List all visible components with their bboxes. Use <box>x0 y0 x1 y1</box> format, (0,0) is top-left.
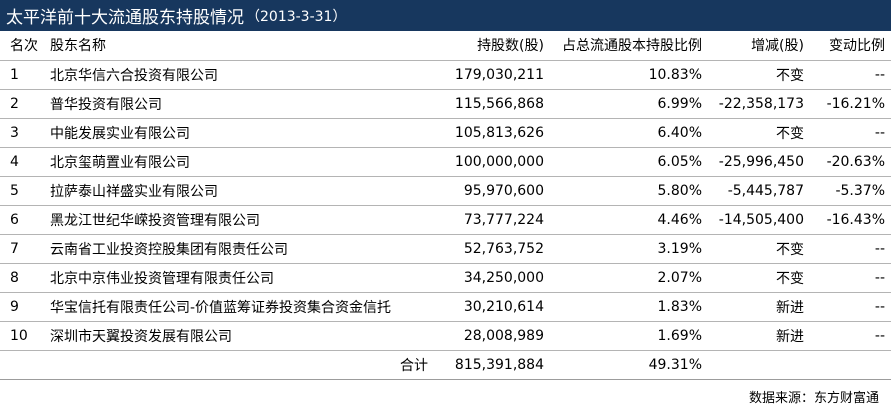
table-row: 7 云南省工业投资控股集团有限责任公司 52,763,752 3.19% 不变 -- <box>0 234 891 264</box>
cell-change: 不变 <box>708 234 812 264</box>
cell-rank: 8 <box>0 263 42 293</box>
cell-pct: 5.80% <box>550 176 708 206</box>
total-spacer <box>0 349 42 380</box>
total-shares: 815,391,884 <box>442 349 550 380</box>
cell-shares: 34,250,000 <box>442 263 550 293</box>
table-row: 5 拉萨泰山祥盛实业有限公司 95,970,600 5.80% -5,445,787 -5… <box>0 176 891 206</box>
cell-pct: 3.19% <box>550 234 708 264</box>
cell-rank: 2 <box>0 89 42 119</box>
cell-name: 普华投资有限公司 <box>42 89 442 119</box>
cell-rank: 4 <box>0 147 42 177</box>
cell-pct: 10.83% <box>550 60 708 90</box>
cell-change: -25,996,450 <box>708 147 812 177</box>
cell-shares: 105,813,626 <box>442 118 550 148</box>
cell-name: 云南省工业投资控股集团有限责任公司 <box>42 234 442 264</box>
header-change: 增减(股) <box>708 31 812 61</box>
total-change-empty <box>708 349 812 380</box>
cell-pct: 6.40% <box>550 118 708 148</box>
cell-change-ratio: -16.43% <box>812 205 891 235</box>
cell-change-ratio: -- <box>812 234 891 264</box>
cell-change: 新进 <box>708 292 812 322</box>
cell-rank: 7 <box>0 234 42 264</box>
total-label: 合计 <box>42 349 442 380</box>
table-row: 9 华宝信托有限责任公司-价值蓝筹证券投资集合资金信托 30,210,614 1.83… <box>0 292 891 322</box>
header-rank: 名次 <box>0 31 42 61</box>
table-row: 3 中能发展实业有限公司 105,813,626 6.40% 不变 -- <box>0 118 891 148</box>
cell-change: -5,445,787 <box>708 176 812 206</box>
cell-shares: 30,210,614 <box>442 292 550 322</box>
cell-name: 深圳市天翼投资发展有限公司 <box>42 321 442 351</box>
table-header-row: 名次 股东名称 持股数(股) 占总流通股本持股比例 增减(股) 变动比例 <box>0 31 891 61</box>
total-row: 合计 815,391,884 49.31% <box>0 349 891 380</box>
cell-change-ratio: -- <box>812 118 891 148</box>
table-row: 4 北京玺萌置业有限公司 100,000,000 6.05% -25,996,450 -2… <box>0 147 891 177</box>
cell-change: 不变 <box>708 60 812 90</box>
cell-pct: 6.99% <box>550 89 708 119</box>
cell-rank: 10 <box>0 321 42 351</box>
cell-name: 拉萨泰山祥盛实业有限公司 <box>42 176 442 206</box>
cell-rank: 5 <box>0 176 42 206</box>
cell-rank: 1 <box>0 60 42 90</box>
cell-name: 黑龙江世纪华嵘投资管理有限公司 <box>42 205 442 235</box>
cell-shares: 28,008,989 <box>442 321 550 351</box>
cell-name: 中能发展实业有限公司 <box>42 118 442 148</box>
cell-rank: 9 <box>0 292 42 322</box>
cell-change-ratio: -5.37% <box>812 176 891 206</box>
cell-change-ratio: -- <box>812 263 891 293</box>
table-row: 8 北京中京伟业投资管理有限责任公司 34,250,000 2.07% 不变 -- <box>0 263 891 293</box>
cell-shares: 115,566,868 <box>442 89 550 119</box>
cell-change: -22,358,173 <box>708 89 812 119</box>
cell-name: 华宝信托有限责任公司-价值蓝筹证券投资集合资金信托 <box>42 292 442 322</box>
table-date: （2013-3-31） <box>246 8 347 25</box>
cell-shares: 52,763,752 <box>442 234 550 264</box>
cell-pct: 1.69% <box>550 321 708 351</box>
cell-change: 新进 <box>708 321 812 351</box>
cell-change-ratio: -- <box>812 292 891 322</box>
cell-rank: 6 <box>0 205 42 235</box>
cell-pct: 4.46% <box>550 205 708 235</box>
table-row: 2 普华投资有限公司 115,566,868 6.99% -22,358,173 -16.… <box>0 89 891 119</box>
cell-pct: 1.83% <box>550 292 708 322</box>
shareholder-table: 名次 股东名称 持股数(股) 占总流通股本持股比例 增减(股) 变动比例 1 北京… <box>0 31 891 380</box>
cell-pct: 6.05% <box>550 147 708 177</box>
table-row: 10 深圳市天翼投资发展有限公司 28,008,989 1.69% 新进 -- <box>0 321 891 351</box>
cell-name: 北京玺萌置业有限公司 <box>42 147 442 177</box>
cell-change-ratio: -16.21% <box>812 89 891 119</box>
header-pct: 占总流通股本持股比例 <box>550 31 708 61</box>
table-title: 太平洋前十大流通股东持股情况 <box>6 8 244 28</box>
cell-name: 北京中京伟业投资管理有限责任公司 <box>42 263 442 293</box>
cell-change: 不变 <box>708 263 812 293</box>
cell-rank: 3 <box>0 118 42 148</box>
total-pct: 49.31% <box>550 349 708 380</box>
header-shares: 持股数(股) <box>442 31 550 61</box>
cell-change: -14,505,400 <box>708 205 812 235</box>
header-name: 股东名称 <box>42 31 442 61</box>
data-source: 数据来源：东方财富通 <box>748 391 879 406</box>
cell-change-ratio: -- <box>812 60 891 90</box>
table-row: 1 北京华信六合投资有限公司 179,030,211 10.83% 不变 -- <box>0 60 891 90</box>
cell-shares: 100,000,000 <box>442 147 550 177</box>
header-change-ratio: 变动比例 <box>812 31 891 61</box>
cell-change-ratio: -20.63% <box>812 147 891 177</box>
cell-shares: 179,030,211 <box>442 60 550 90</box>
cell-change: 不变 <box>708 118 812 148</box>
cell-shares: 95,970,600 <box>442 176 550 206</box>
cell-shares: 73,777,224 <box>442 205 550 235</box>
table-title-bar: 太平洋前十大流通股东持股情况 （2013-3-31） <box>0 0 891 31</box>
total-ratio-empty <box>812 349 891 380</box>
cell-change-ratio: -- <box>812 321 891 351</box>
cell-name: 北京华信六合投资有限公司 <box>42 60 442 90</box>
cell-pct: 2.07% <box>550 263 708 293</box>
table-row: 6 黑龙江世纪华嵘投资管理有限公司 73,777,224 4.46% -14,505,4… <box>0 205 891 235</box>
